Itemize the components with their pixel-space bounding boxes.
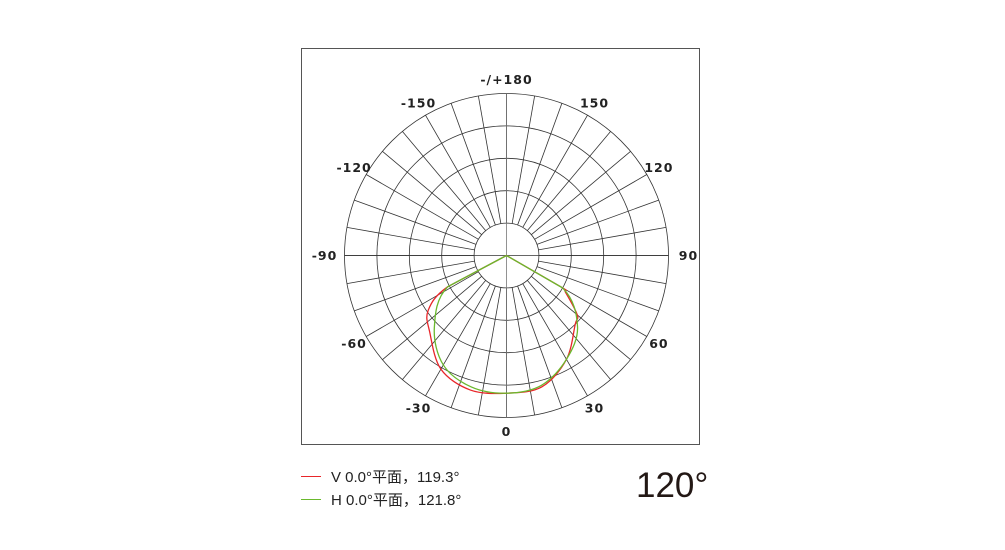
- grid-spoke: [536, 266, 659, 312]
- grid-spoke: [527, 131, 611, 231]
- grid-spoke: [382, 276, 482, 360]
- angle-tick-label: 150: [580, 96, 609, 111]
- grid-spoke: [511, 287, 536, 416]
- angle-tick-label: -90: [312, 248, 338, 263]
- grid-spoke: [477, 95, 502, 224]
- chart-frame: -/+180 150 -150 120 -120 90 -90 60 -60 30 -30 0: [301, 48, 700, 445]
- angle-tick-label: -120: [336, 160, 371, 175]
- grid-spoke: [366, 271, 479, 337]
- grid-spoke: [425, 115, 491, 228]
- grid-spoke: [511, 95, 536, 224]
- grid-spoke: [354, 199, 477, 245]
- grid-spoke: [477, 287, 502, 416]
- grid-spoke: [402, 131, 486, 231]
- grid-spoke: [527, 280, 611, 380]
- grid-spoke: [425, 283, 491, 396]
- grid-spoke: [450, 103, 496, 226]
- angle-tick-label: 90: [679, 248, 698, 263]
- legend-item-h: H 0.0°平面，121.8°: [301, 489, 461, 510]
- grid-spoke: [522, 115, 588, 228]
- angle-tick-label: 0: [502, 424, 512, 439]
- grid-spoke: [538, 260, 667, 285]
- grid-spoke: [402, 280, 486, 380]
- grid-spoke: [531, 276, 631, 360]
- grid-spoke: [354, 266, 477, 312]
- legend-label-v: V 0.0°平面，119.3°: [331, 469, 460, 486]
- grid-spoke: [346, 260, 475, 285]
- legend-swatch-v: [301, 475, 321, 478]
- legend-item-v: V 0.0°平面，119.3°: [301, 466, 459, 487]
- angle-tick-label: -60: [341, 336, 367, 351]
- legend-label-h: H 0.0°平面，121.8°: [331, 492, 462, 509]
- angle-tick-label: -150: [401, 96, 436, 111]
- grid-spoke: [346, 226, 475, 251]
- series-line-h: [433, 254, 579, 394]
- grid-spoke: [531, 151, 631, 235]
- grid-spoke: [517, 285, 563, 408]
- polar-chart: -/+180 150 -150 120 -120 90 -90 60 -60 30 -30 0: [312, 72, 698, 439]
- legend-swatch-h: [301, 498, 321, 501]
- angle-tick-label: 120: [644, 160, 673, 175]
- angle-tick-label: 60: [649, 336, 668, 351]
- grid-spoke: [450, 285, 496, 408]
- grid-spoke: [538, 226, 667, 251]
- angle-tick-label: 30: [585, 400, 604, 415]
- grid-spoke: [536, 199, 659, 245]
- grid-spoke: [522, 283, 588, 396]
- angle-tick-label: -/+180: [480, 72, 532, 87]
- beam-angle: 120°: [636, 466, 709, 505]
- grid-spoke: [534, 174, 647, 240]
- angle-tick-label: -30: [406, 400, 432, 415]
- grid-spoke: [517, 103, 563, 226]
- grid-spoke: [366, 174, 479, 240]
- grid-spoke: [382, 151, 482, 235]
